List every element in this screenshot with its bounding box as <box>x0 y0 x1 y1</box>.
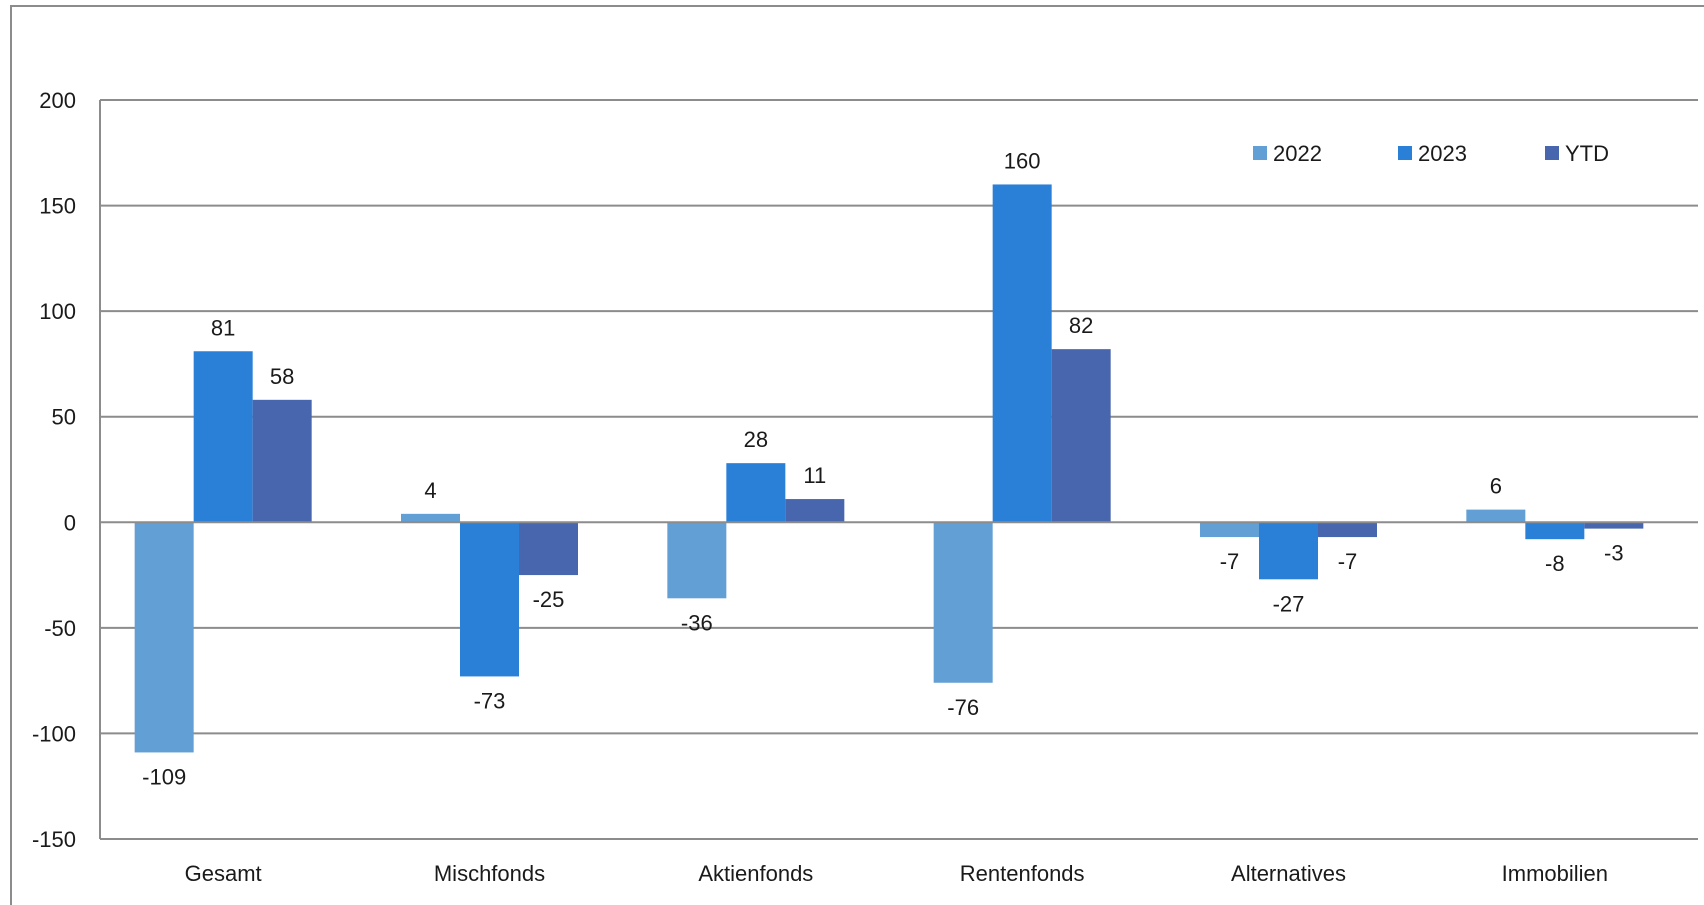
bar-2022-aktienfonds <box>667 522 727 599</box>
data-label: 6 <box>1490 474 1502 499</box>
data-label: 58 <box>270 364 294 389</box>
legend-swatch-2022 <box>1253 146 1267 160</box>
data-label: -3 <box>1604 541 1624 566</box>
data-label: -7 <box>1338 549 1358 574</box>
data-label: -8 <box>1545 551 1565 576</box>
bar-2022-rentenfonds <box>933 522 993 683</box>
data-labels: -10981584-73-25-362811-7616082-7-27-76-8… <box>142 148 1623 789</box>
data-label: -25 <box>533 587 565 612</box>
data-label: 81 <box>211 315 235 340</box>
bar-2022-gesamt <box>134 522 194 753</box>
x-category-label: Alternatives <box>1231 861 1346 886</box>
data-label: -76 <box>947 695 979 720</box>
y-tick-label: -100 <box>32 721 76 746</box>
bar-2023-alternatives <box>1259 522 1318 580</box>
data-label: -109 <box>142 764 186 789</box>
bar-ytd-gesamt <box>252 399 312 523</box>
x-category-label: Immobilien <box>1502 861 1608 886</box>
bar-2023-immobilien <box>1525 522 1585 540</box>
legend-label: 2022 <box>1273 141 1322 166</box>
gridlines <box>99 99 1698 840</box>
x-category-label: Gesamt <box>185 861 262 886</box>
x-category-label: Rentenfonds <box>960 861 1085 886</box>
bar-ytd-immobilien <box>1584 522 1644 529</box>
bar-2023-rentenfonds <box>992 184 1052 523</box>
data-label: 160 <box>1004 148 1041 173</box>
bar-2023-aktienfonds <box>726 463 786 523</box>
legend-label: 2023 <box>1418 141 1467 166</box>
data-label: -27 <box>1273 591 1305 616</box>
y-tick-label: 50 <box>52 405 76 430</box>
legend-label: YTD <box>1565 141 1609 166</box>
legend: 2022 2023 YTD <box>1253 141 1609 166</box>
data-label: 11 <box>803 463 826 488</box>
y-tick-label: 200 <box>39 88 76 113</box>
x-category-label: Mischfonds <box>434 861 545 886</box>
bar-2023-gesamt <box>193 351 253 523</box>
bar-ytd-aktienfonds <box>785 499 845 523</box>
y-tick-label: 0 <box>64 510 76 535</box>
legend-swatch-ytd <box>1545 146 1559 160</box>
data-label: -73 <box>474 688 506 713</box>
bar-ytd-alternatives <box>1318 522 1377 538</box>
data-label: -7 <box>1220 549 1240 574</box>
x-category-label: Aktienfonds <box>698 861 813 886</box>
legend-swatch-2023 <box>1398 146 1412 160</box>
bar-ytd-rentenfonds <box>1051 349 1111 523</box>
bar-2022-mischfonds <box>401 513 460 523</box>
data-label: 4 <box>424 478 436 503</box>
y-axis-tick-labels: 200 150 100 50 0 -50 -100 -150 <box>32 88 76 852</box>
x-axis-category-labels: Gesamt Mischfonds Aktienfonds Rentenfonds Al… <box>185 861 1608 886</box>
bar-2023-mischfonds <box>460 522 519 677</box>
y-tick-label: -150 <box>32 827 76 852</box>
chart-frame <box>10 5 1704 905</box>
y-tick-label: 150 <box>39 194 76 219</box>
y-tick-label: 100 <box>39 299 76 324</box>
bars <box>134 184 1644 753</box>
bar-2022-alternatives <box>1200 522 1259 538</box>
y-tick-label: -50 <box>44 616 76 641</box>
data-label: -36 <box>681 610 713 635</box>
bar-ytd-mischfonds <box>519 522 578 576</box>
bar-2022-immobilien <box>1466 509 1526 523</box>
data-label: 82 <box>1069 313 1093 338</box>
data-label: 28 <box>744 427 768 452</box>
